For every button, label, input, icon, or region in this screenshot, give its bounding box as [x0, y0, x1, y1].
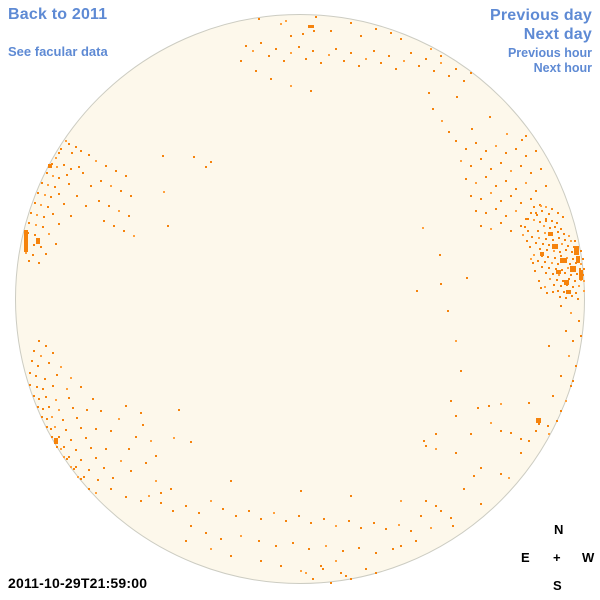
compass-north-label: N: [554, 522, 564, 537]
compass-south-label: S: [553, 578, 562, 593]
faculae-dots: [24, 16, 585, 584]
next-day-link[interactable]: Next day: [523, 26, 592, 43]
back-to-year-link[interactable]: Back to 2011: [8, 6, 108, 23]
next-hour-link[interactable]: Next hour: [533, 61, 592, 75]
day-navigation: Previous day Next day: [490, 6, 592, 44]
compass-west-label: W: [582, 550, 595, 565]
see-facular-data-link[interactable]: See facular data: [8, 44, 108, 59]
solar-disk-circle: [15, 14, 585, 584]
previous-hour-link[interactable]: Previous hour: [507, 46, 592, 60]
observation-timestamp: 2011-10-29T21:59:00: [8, 575, 148, 591]
previous-day-link[interactable]: Previous day: [489, 7, 592, 24]
compass-east-label: E: [521, 550, 530, 565]
compass-center-cross: +: [553, 550, 561, 565]
hour-navigation: Previous hour Next hour: [508, 46, 592, 76]
